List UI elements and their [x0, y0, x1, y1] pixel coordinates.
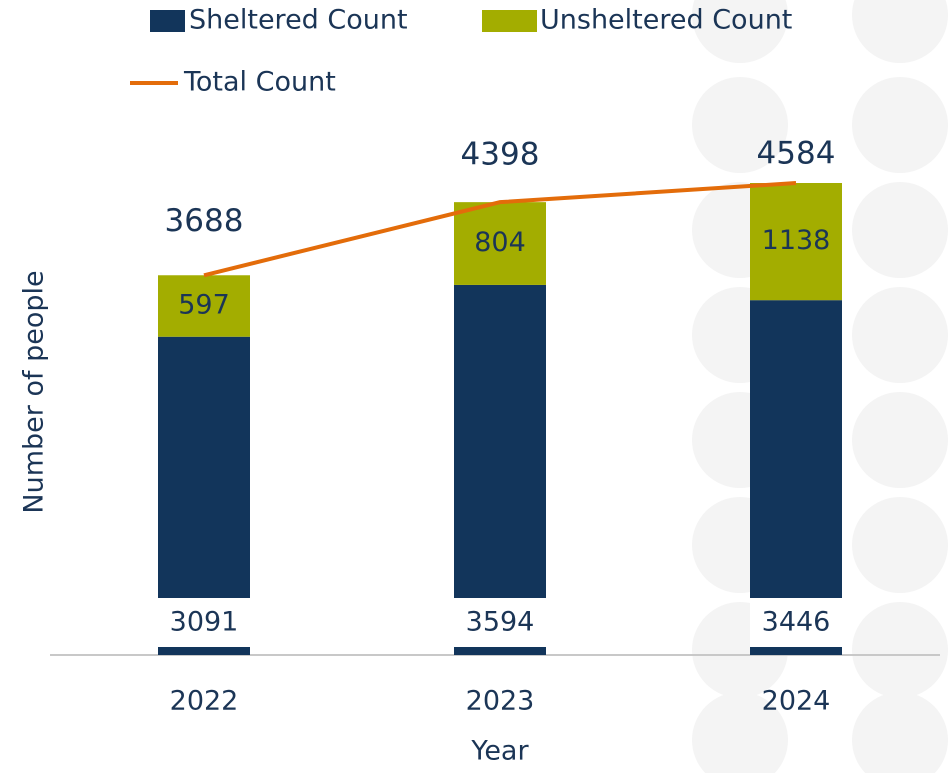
bar-segment	[750, 183, 842, 301]
data-label: 3446	[762, 607, 831, 638]
legend-swatch	[150, 10, 185, 32]
label-box	[158, 598, 250, 647]
x-tick-label: 2022	[170, 686, 239, 717]
data-label: 804	[474, 227, 526, 258]
legend-label: Unsheltered Count	[540, 5, 792, 36]
total-label: 4584	[757, 136, 836, 172]
label-box	[750, 598, 842, 647]
legend-label: Total Count	[183, 67, 336, 98]
bar-segment	[454, 202, 546, 285]
data-label: 1138	[762, 225, 831, 256]
x-axis-label: Year	[470, 736, 529, 767]
total-line	[203, 181, 797, 278]
bar-segment	[158, 275, 250, 337]
total-label: 3688	[165, 203, 244, 239]
x-tick-label: 2023	[466, 686, 535, 717]
data-label: 597	[178, 289, 230, 320]
legend-swatch	[482, 10, 537, 32]
data-label: 3091	[170, 607, 239, 638]
legend-label: Sheltered Count	[189, 5, 408, 36]
total-label: 4398	[461, 137, 540, 173]
y-axis-label: Number of people	[19, 270, 50, 513]
x-tick-label: 2024	[762, 686, 831, 717]
label-box	[454, 598, 546, 647]
data-label: 3594	[466, 607, 535, 638]
bar-segment	[750, 300, 842, 655]
bar-segment	[454, 284, 546, 655]
